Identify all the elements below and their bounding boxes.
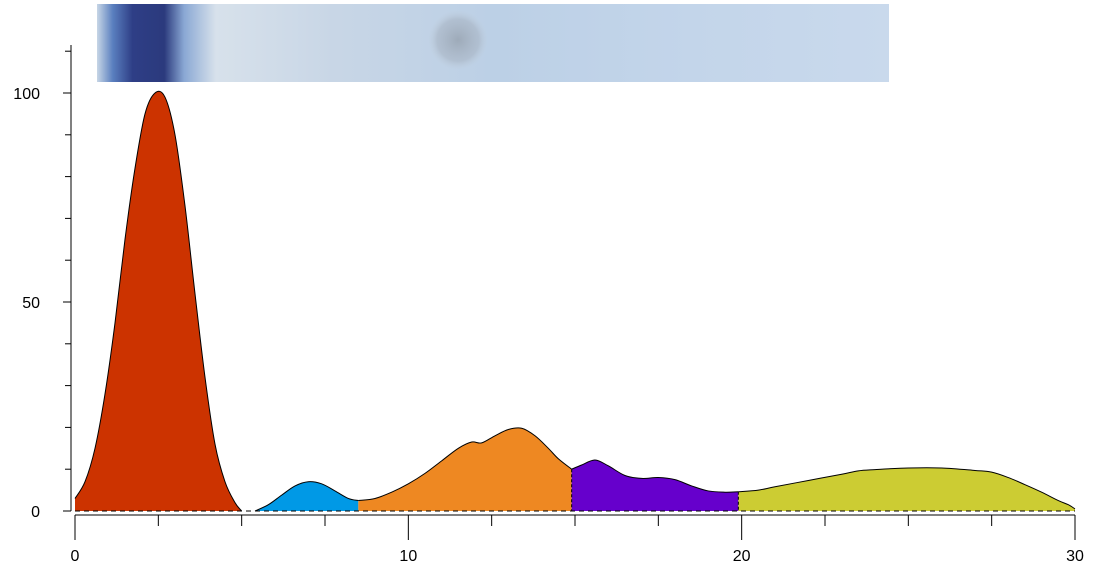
peak-outline-4 [571,459,739,493]
peak-area-1 [75,91,242,511]
peak-outline-5 [738,467,1076,510]
peak-areas [74,90,1076,512]
peak-outline-2 [254,481,359,512]
peak-outline-1 [74,90,243,512]
peak-area-5 [738,467,1075,511]
gel-lane-strip [97,4,889,82]
peak-outline-3 [358,427,572,502]
x-tick-label: 20 [733,548,751,565]
x-tick-label: 30 [1066,548,1084,565]
x-tick-label: 0 [71,548,80,565]
gel-lane-smudge [428,10,488,70]
axes: 0 50 100 0 10 20 30 [13,45,1084,565]
y-tick-label: 0 [31,504,40,521]
peak-area-3 [358,427,572,511]
y-tick-label: 100 [13,86,40,103]
x-tick-label: 10 [399,548,417,565]
gel-lane-image [97,4,889,82]
peak-area-4 [571,459,739,511]
peak-area-2 [255,481,359,511]
y-tick-label: 50 [22,295,40,312]
